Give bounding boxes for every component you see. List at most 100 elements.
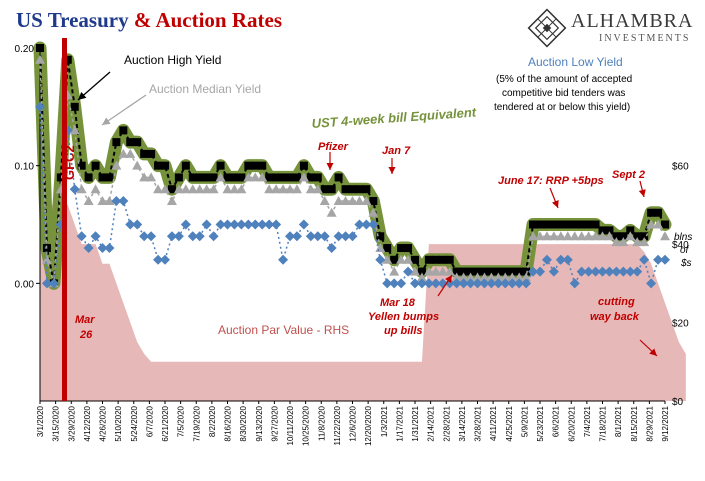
high-yield-point (216, 161, 225, 170)
low-yield-point (146, 231, 157, 242)
label-rhs-2: of (680, 245, 690, 256)
low-yield-point (132, 219, 143, 230)
low-yield-point (319, 231, 330, 242)
x-tick-label: 10/11/2020 (286, 405, 295, 445)
low-yield-point (541, 254, 552, 265)
low-yield-point (472, 278, 483, 289)
label-mar18-2: Yellen bumps (368, 311, 439, 323)
logo-brand: ALHAMBRA (571, 10, 694, 32)
low-yield-point (111, 195, 122, 206)
high-yield-point (147, 149, 156, 158)
x-tick-label: 4/12/2020 (83, 405, 92, 441)
label-high-yield: Auction High Yield (124, 53, 221, 67)
low-yield-point (118, 195, 129, 206)
median-yield-point (271, 184, 282, 194)
median-yield-point (361, 195, 372, 205)
y-right-tick-label: $20 (672, 319, 689, 330)
median-yield-point (548, 231, 559, 241)
x-tick-label: 7/19/2020 (192, 405, 201, 441)
low-yield-point (55, 219, 66, 230)
low-yield-point (139, 231, 150, 242)
median-yield-point (285, 184, 295, 194)
low-yield-point (646, 278, 657, 289)
high-yield-point (654, 208, 663, 217)
x-tick-label: 10/25/2020 (302, 405, 311, 446)
median-yield-point (639, 237, 650, 247)
median-yield-point (222, 184, 233, 194)
median-yield-point (500, 272, 511, 282)
label-low-note-1: (5% of the amount of accepted (496, 74, 632, 85)
low-yield-point (625, 266, 636, 277)
high-yield-point (154, 161, 163, 170)
low-yield-point (173, 231, 184, 242)
high-yield-point (98, 173, 107, 182)
title-part-2: & Auction Rates (133, 8, 283, 32)
high-yield-point (313, 173, 322, 182)
low-yield-point (382, 278, 393, 289)
high-yield-point (348, 185, 357, 194)
x-tick-label: 3/14/2021 (458, 405, 467, 441)
x-tick-label: 6/6/2021 (552, 405, 561, 437)
low-yield-point (354, 219, 365, 230)
high-yield-point (605, 226, 614, 235)
low-yield-point (41, 278, 52, 289)
low-yield-point (271, 219, 282, 230)
high-yield-point (258, 161, 267, 170)
high-yield-point (272, 173, 281, 182)
high-yield-point (299, 161, 308, 170)
median-yield-point (555, 231, 566, 241)
median-yield-point (493, 272, 504, 282)
median-yield-point (118, 148, 129, 158)
low-yield-point (97, 243, 108, 254)
label-rhs-1: blns (674, 232, 692, 243)
median-yield-point (590, 231, 601, 241)
median-yield-point (132, 160, 143, 170)
median-yield-point (312, 184, 323, 194)
low-yield-point (83, 243, 94, 254)
high-yield-point (355, 185, 364, 194)
low-yield-point (569, 278, 580, 289)
median-yield-point (514, 272, 525, 282)
median-yield-point (111, 160, 122, 170)
median-yield-point (264, 184, 275, 194)
high-yield-point (161, 161, 169, 170)
high-yield-point (36, 44, 44, 52)
median-yield-point (437, 266, 448, 276)
median-yield-point (486, 272, 497, 282)
low-yield-point (278, 254, 289, 265)
label-band: UST 4-week bill Equivalent (311, 104, 477, 130)
label-mar18-3: up bills (384, 325, 423, 337)
high-yield-point (362, 185, 371, 194)
low-yield-point (153, 254, 164, 265)
median-yield-point (298, 172, 309, 182)
x-tick-label: 2/28/2021 (442, 405, 451, 441)
low-yield-point (76, 231, 87, 242)
high-yield-point (140, 149, 149, 158)
x-tick-label: 6/20/2021 (567, 405, 576, 441)
high-yield-point (563, 220, 572, 229)
high-yield-point (626, 226, 635, 235)
median-yield-point (146, 172, 157, 182)
high-yield-point (286, 173, 294, 182)
high-yield-point (577, 220, 586, 229)
label-mar26-2: 26 (79, 329, 93, 341)
median-yield-point (229, 184, 240, 194)
median-yield-point (153, 184, 164, 194)
low-yield-point (368, 219, 379, 230)
low-yield-point (514, 278, 525, 289)
high-yield-point (445, 255, 454, 264)
high-yield-point (570, 220, 579, 229)
median-yield-point (187, 184, 198, 194)
chart-title: US Treasury & Auction Rates (16, 8, 282, 33)
low-yield-point (187, 231, 198, 242)
low-yield-point (507, 278, 518, 289)
median-yield-point (583, 231, 594, 241)
median-yield-point (125, 148, 136, 158)
median-yield-point (521, 272, 532, 282)
low-yield-point (479, 278, 490, 289)
low-yield-point (555, 254, 566, 265)
high-yield-point (536, 220, 544, 229)
high-yield-point (612, 232, 621, 241)
median-yield-point (76, 184, 87, 194)
median-yield-point (236, 184, 247, 194)
